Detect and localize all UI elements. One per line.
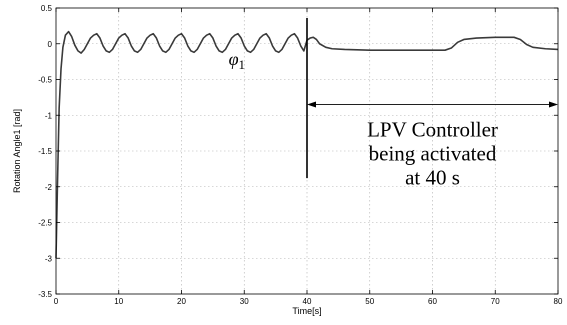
- annotation-text-line: LPV Controller: [367, 118, 498, 142]
- y-axis-label: Rotation Angle1 [rad]: [12, 109, 22, 193]
- x-tick-label: 10: [114, 297, 123, 306]
- x-tick-label: 20: [177, 297, 186, 306]
- arrow-head-left: [307, 101, 316, 108]
- series-line-1: [55, 30, 559, 259]
- arrow-head-right: [549, 101, 558, 108]
- y-tick-label: 0: [48, 40, 53, 49]
- annotation-text-line: at 40 s: [405, 166, 460, 190]
- phi-subscript: 1: [239, 57, 246, 72]
- x-tick-label: 60: [428, 297, 437, 306]
- tick-marks: [55, 7, 559, 295]
- x-tick-label: 50: [365, 297, 374, 306]
- y-tick-label: -2.5: [38, 219, 52, 228]
- y-tick-label: 0.5: [41, 4, 53, 13]
- y-tick-label: -1: [45, 111, 53, 120]
- y-tick-label: -1.5: [38, 147, 52, 156]
- x-tick-label: 40: [303, 297, 312, 306]
- x-tick-label: 80: [554, 297, 563, 306]
- x-tick-label: 70: [491, 297, 500, 306]
- y-tick-label: -3.5: [38, 290, 52, 299]
- phi-symbol: φ: [229, 49, 239, 69]
- x-tick-label: 30: [240, 297, 249, 306]
- annotation-text-line: being activated: [369, 142, 497, 166]
- y-tick-label: -2: [45, 183, 53, 192]
- phi-label: φ1: [229, 49, 245, 72]
- y-tick-labels: -3.5 -3 -2.5 -2 -1.5 -1 -0.5 0 0.5: [38, 4, 52, 299]
- y-tick-label: -3: [45, 254, 53, 263]
- x-axis-label: Time[s]: [292, 306, 321, 316]
- x-tick-label: 0: [54, 297, 59, 306]
- series-layer: [55, 30, 559, 259]
- x-tick-labels: 0 10 20 30 40 50 60 70 80: [54, 297, 563, 306]
- y-tick-label: -0.5: [38, 76, 52, 85]
